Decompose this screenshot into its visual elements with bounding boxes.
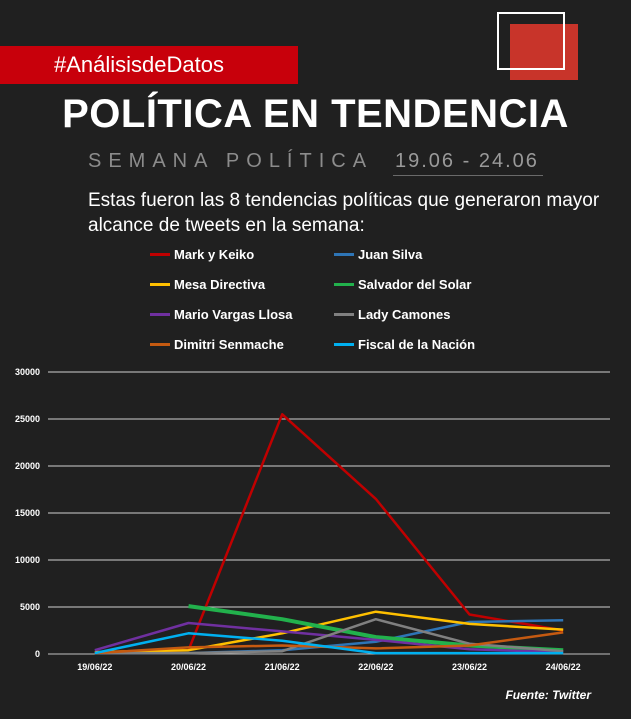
series-line-mark-y-keiko [94,413,564,654]
hashtag-banner: #AnálisisdeDatos [0,46,298,84]
series-line-mesa-directiva [94,610,564,654]
legend-label: Dimitri Senmache [174,336,284,352]
legend-label: Mario Vargas Llosa [174,306,293,322]
y-tick-label: 30000 [15,367,40,377]
intro-text: Estas fueron las 8 tendencias políticas … [88,190,600,236]
source-note: Fuente: Twitter [505,688,591,702]
legend-swatch [334,282,354,286]
page-subtitle: SEMANA POLÍTICA [88,150,374,172]
page-title: POLÍTICA EN TENDENCIA [62,92,569,136]
x-tick-label: 24/06/22 [546,662,581,672]
x-tick-label: 21/06/22 [265,662,300,672]
date-range: 19.06 - 24.06 [393,150,543,176]
y-tick-label: 20000 [15,461,40,471]
legend-label: Juan Silva [358,246,423,262]
legend-label: Fiscal de la Nación [358,336,476,352]
x-tick-label: 19/06/22 [77,662,112,672]
y-tick-label: 5000 [20,602,40,612]
y-tick-label: 10000 [15,555,40,565]
x-tick-label: 23/06/22 [452,662,487,672]
series-line-lady-camones [94,617,564,655]
legend-swatch [334,342,354,346]
series-line-fiscal-de-la-naci-n [94,632,564,655]
y-tick-label: 25000 [15,414,40,424]
legend-swatch [150,252,170,256]
x-tick-label: 20/06/22 [171,662,206,672]
legend-item: Salvador del Solar [334,274,471,294]
legend-swatch [150,282,170,286]
legend-item: Mario Vargas Llosa [150,304,293,324]
chart-legend: Mark y Keiko Juan Silva Mesa Directiva Salv… [150,244,530,356]
legend-item: Mesa Directiva [150,274,265,294]
y-tick-label: 15000 [15,508,40,518]
decorative-outline-square [497,12,565,70]
decorative-red-square [510,24,578,80]
legend-swatch [334,312,354,316]
legend-item: Mark y Keiko [150,244,254,264]
legend-item: Juan Silva [334,244,422,264]
legend-swatch [150,342,170,346]
legend-label: Salvador del Solar [358,276,472,292]
y-tick-label: 0 [35,649,40,659]
legend-swatch [334,252,354,256]
line-chart: 0 5000 10000 15000 20000 25000 30000 19/06/22 20… [15,367,610,672]
x-tick-label: 22/06/22 [358,662,393,672]
legend-item: Dimitri Senmache [150,334,284,354]
legend-label: Lady Camones [358,306,451,322]
legend-label: Mesa Directiva [174,276,266,292]
legend-swatch [150,312,170,316]
legend-item: Lady Camones [334,304,450,324]
legend-label: Mark y Keiko [174,246,255,262]
legend-item: Fiscal de la Nación [334,334,475,354]
